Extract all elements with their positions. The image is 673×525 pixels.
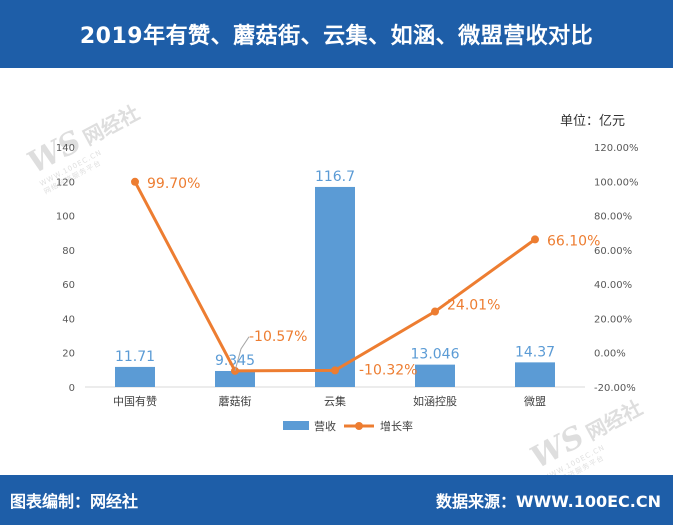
legend-marker-growth [355,422,363,430]
chart-title: 2019年有赞、蘑菇街、云集、如涵、微盟营收对比 [79,24,594,49]
revenue-bar [215,370,255,387]
revenue-data-label: 11.71 [115,349,155,365]
growth-data-label: -10.57% [249,329,307,345]
y-left-tick-label: 60 [62,280,75,291]
growth-label-leader [234,336,250,371]
y-right-tick-label: 0.00% [594,349,626,360]
y-left-tick-label: 140 [56,143,75,154]
revenue-data-label: 14.37 [515,344,555,360]
y-left-tick-label: 100 [56,212,75,223]
revenue-growth-chart: 0 20 40 60 80 100 120 140 -20.00% 0.00% 20.00% 40.0… [56,143,639,433]
y-right-tick-label: 120.00% [594,143,639,154]
y-right-tick-label: 20.00% [594,314,632,325]
y-right-tick-label: -20.00% [594,383,636,394]
growth-data-label: -10.32% [359,362,417,378]
revenue-bar [515,362,555,387]
legend-label-revenue: 营收 [314,419,336,433]
revenue-bar [315,186,355,387]
y-left-tick-label: 120 [56,177,75,188]
x-tick-label: 如涵控股 [413,394,457,408]
footer-credit: 图表编制：网经社 [10,492,139,511]
legend-swatch-revenue [283,421,309,430]
growth-point [331,366,339,375]
footer-bar: 图表编制：网经社 数据来源：WWW.100EC.CN [0,475,673,525]
chart-header: 2019年有赞、蘑菇街、云集、如涵、微盟营收对比 [0,0,673,68]
unit-label: 单位：亿元 [560,114,626,129]
growth-point [531,235,539,244]
y-left-tick-label: 20 [62,349,75,360]
growth-point [431,307,439,316]
x-tick-label: 蘑菇街 [219,394,252,408]
growth-data-label: 99.70% [147,176,200,192]
revenue-bar [115,366,155,387]
growth-data-label: 24.01% [447,298,500,314]
revenue-data-label: 116.7 [315,169,355,185]
y-right-tick-label: 40.00% [594,280,632,291]
revenue-bar [415,364,455,387]
y-right-tick-label: 80.00% [594,212,632,223]
growth-data-label: 66.10% [547,233,600,249]
revenue-data-label: 13.046 [411,347,460,363]
footer-source: 数据来源：WWW.100EC.CN [435,492,661,511]
x-tick-label: 云集 [324,394,346,408]
legend-label-growth: 增长率 [380,419,413,433]
y-left-tick-label: 40 [62,314,75,325]
revenue-data-label: 9.345 [215,353,255,369]
growth-point [131,177,139,186]
y-right-tick-label: 60.00% [594,246,632,257]
x-tick-label: 中国有赞 [113,394,157,408]
x-tick-label: 微盟 [524,394,546,408]
y-left-tick-label: 80 [62,246,75,257]
y-left-tick-label: 0 [69,383,75,394]
y-right-tick-label: 100.00% [594,177,639,188]
